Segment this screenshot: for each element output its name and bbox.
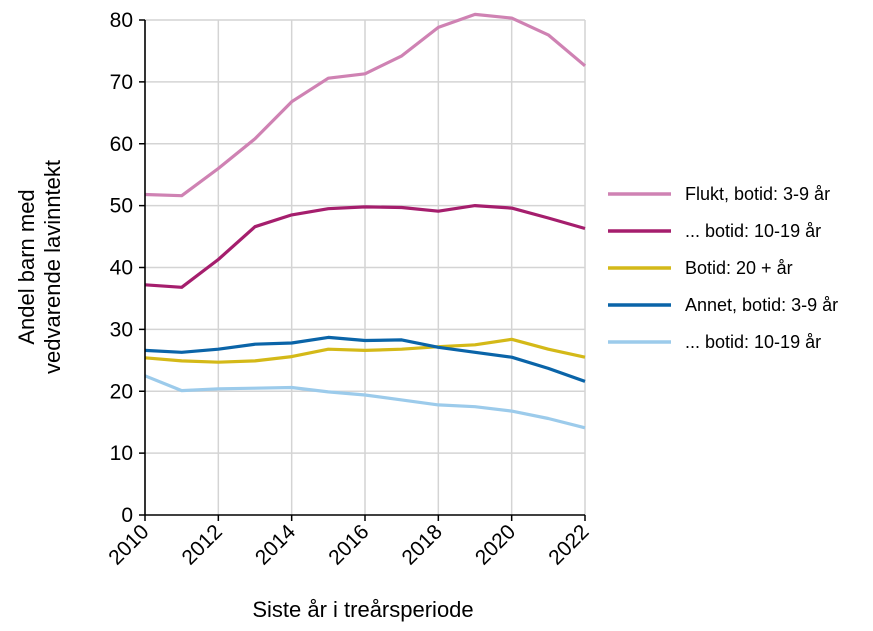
y-tick-label: 0 <box>121 504 133 527</box>
x-tick-label: 2016 <box>324 520 373 569</box>
series-line-4 <box>144 335 586 383</box>
x-tick-label: 2012 <box>178 520 227 569</box>
x-tick-label: 2010 <box>104 520 153 569</box>
series-lines <box>144 12 587 430</box>
y-axis-title-line-2: vedvarende lavinntekt <box>40 160 65 374</box>
y-tick-label: 20 <box>110 380 133 403</box>
x-tick-label: 2022 <box>544 520 593 569</box>
legend-label-1: Flukt, botid: 3-9 år <box>685 184 830 204</box>
x-tick-label: 2018 <box>398 520 447 569</box>
y-tick-label: 30 <box>110 318 133 341</box>
legend-label-5: ... botid: 10-19 år <box>685 332 821 352</box>
y-tick-label: 10 <box>110 442 133 465</box>
series-line-5 <box>144 374 586 430</box>
series-line-1 <box>144 12 587 198</box>
x-axis-title: Siste år i treårsperiode <box>252 597 473 622</box>
tick-labels: 0 10 20 30 40 50 60 70 80 2010 2012 2014 2016 2018 202… <box>104 9 593 570</box>
series-line-2 <box>144 204 586 289</box>
legend-label-4: Annet, botid: 3-9 år <box>685 295 838 315</box>
legend-label-3: Botid: 20 + år <box>685 258 793 278</box>
y-tick-label: 80 <box>110 9 133 32</box>
legend-label-2: ... botid: 10-19 år <box>685 221 821 241</box>
y-tick-label: 70 <box>110 71 133 94</box>
y-tick-label: 50 <box>110 195 133 218</box>
y-tick-label: 40 <box>110 257 133 280</box>
y-tick-label: 60 <box>110 133 133 156</box>
series-line-3 <box>144 337 586 364</box>
gridlines <box>145 19 586 515</box>
y-axis-title-line-1: Andel barn med <box>14 189 39 344</box>
legend: Flukt, botid: 3-9 år ... botid: 10-19 år B… <box>608 184 838 352</box>
x-tick-label: 2020 <box>471 520 520 569</box>
x-tick-label: 2014 <box>251 520 301 570</box>
